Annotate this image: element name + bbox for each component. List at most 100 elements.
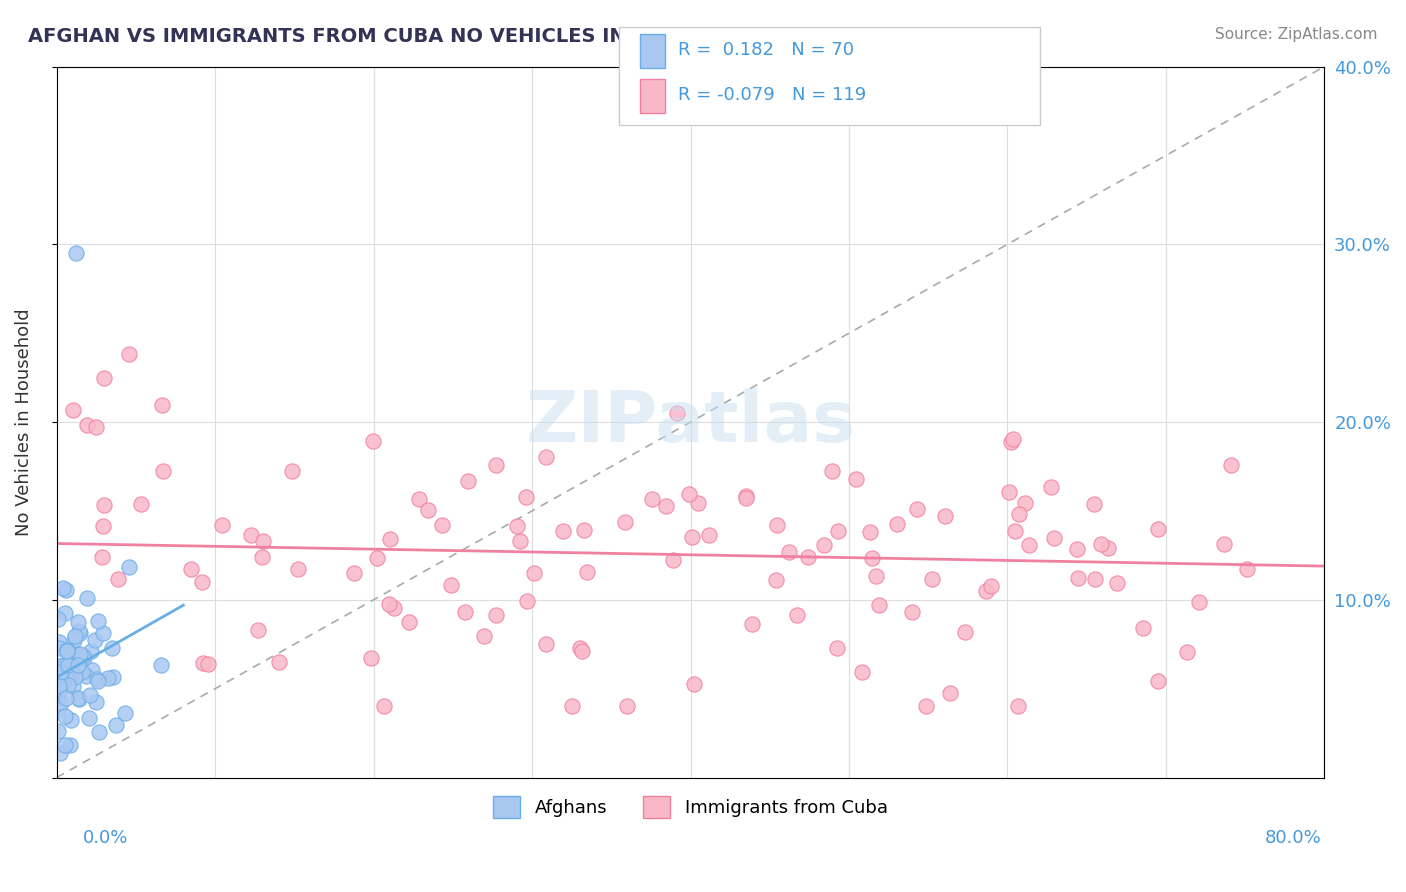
Point	[485, 608, 508, 623]
Point	[46, 703, 69, 717]
Point	[827, 524, 849, 538]
Point	[91, 626, 114, 640]
Point	[1043, 531, 1066, 545]
Point	[571, 644, 593, 658]
Point	[953, 624, 976, 639]
Point	[697, 528, 720, 542]
Point	[901, 605, 924, 619]
Point	[506, 518, 529, 533]
Text: R = -0.079   N = 119: R = -0.079 N = 119	[678, 87, 866, 104]
Point	[114, 706, 136, 721]
Point	[666, 406, 689, 420]
Point	[93, 519, 115, 533]
Point	[86, 672, 108, 686]
Point	[252, 549, 274, 564]
Point	[515, 491, 537, 505]
Point	[1083, 572, 1105, 586]
Point	[63, 667, 86, 681]
Point	[1097, 541, 1119, 556]
Point	[67, 615, 90, 629]
Point	[48, 679, 70, 693]
Point	[93, 498, 115, 512]
Point	[65, 246, 87, 260]
Point	[73, 651, 96, 665]
Point	[655, 499, 678, 513]
Point	[735, 489, 758, 503]
Point	[534, 450, 557, 464]
Point	[683, 676, 706, 690]
Point	[56, 642, 79, 657]
Point	[67, 692, 90, 706]
Point	[735, 491, 758, 505]
Point	[52, 582, 75, 596]
Point	[53, 607, 76, 621]
Point	[408, 491, 430, 506]
Point	[191, 656, 214, 670]
Point	[48, 666, 70, 681]
Point	[614, 515, 637, 529]
Point	[75, 669, 97, 683]
Point	[63, 632, 86, 647]
Point	[813, 538, 835, 552]
Point	[398, 615, 420, 629]
Point	[55, 690, 77, 705]
Point	[1004, 524, 1026, 538]
Point	[939, 686, 962, 700]
Point	[1039, 480, 1062, 494]
Point	[688, 496, 710, 510]
Point	[79, 689, 101, 703]
Point	[1236, 562, 1258, 576]
Point	[1083, 497, 1105, 511]
Point	[859, 525, 882, 540]
Point	[1008, 507, 1031, 521]
Point	[766, 517, 789, 532]
Point	[416, 503, 439, 517]
Point	[72, 648, 94, 663]
Point	[1001, 432, 1024, 446]
Point	[1014, 496, 1036, 510]
Point	[240, 527, 263, 541]
Point	[778, 545, 800, 559]
Point	[1219, 458, 1241, 472]
Point	[60, 714, 83, 728]
Point	[1000, 435, 1022, 450]
Point	[360, 651, 382, 665]
Point	[70, 665, 93, 680]
Point	[534, 637, 557, 651]
Point	[103, 670, 125, 684]
Point	[49, 665, 72, 679]
Point	[998, 485, 1021, 500]
Point	[457, 474, 479, 488]
Point	[87, 614, 110, 628]
Point	[246, 623, 269, 637]
Text: 80.0%: 80.0%	[1265, 829, 1322, 847]
Point	[51, 658, 73, 673]
Point	[107, 572, 129, 586]
Point	[197, 657, 219, 671]
Point	[453, 605, 475, 619]
Point	[561, 699, 583, 714]
Point	[48, 682, 70, 697]
Point	[980, 579, 1002, 593]
Point	[80, 663, 103, 677]
Point	[845, 472, 868, 486]
Point	[150, 398, 173, 412]
Point	[681, 530, 703, 544]
Point	[49, 696, 72, 710]
Point	[485, 458, 508, 472]
Point	[69, 624, 91, 639]
Text: ZIPatlas: ZIPatlas	[526, 388, 856, 457]
Point	[662, 552, 685, 566]
Point	[48, 641, 70, 656]
Point	[67, 690, 90, 705]
Point	[1188, 595, 1211, 609]
Point	[569, 641, 592, 656]
Point	[267, 656, 290, 670]
Point	[86, 673, 108, 688]
Point	[84, 420, 107, 434]
Point	[378, 533, 401, 547]
Point	[53, 708, 76, 723]
Point	[56, 657, 79, 672]
Point	[62, 643, 84, 657]
Point	[366, 550, 388, 565]
